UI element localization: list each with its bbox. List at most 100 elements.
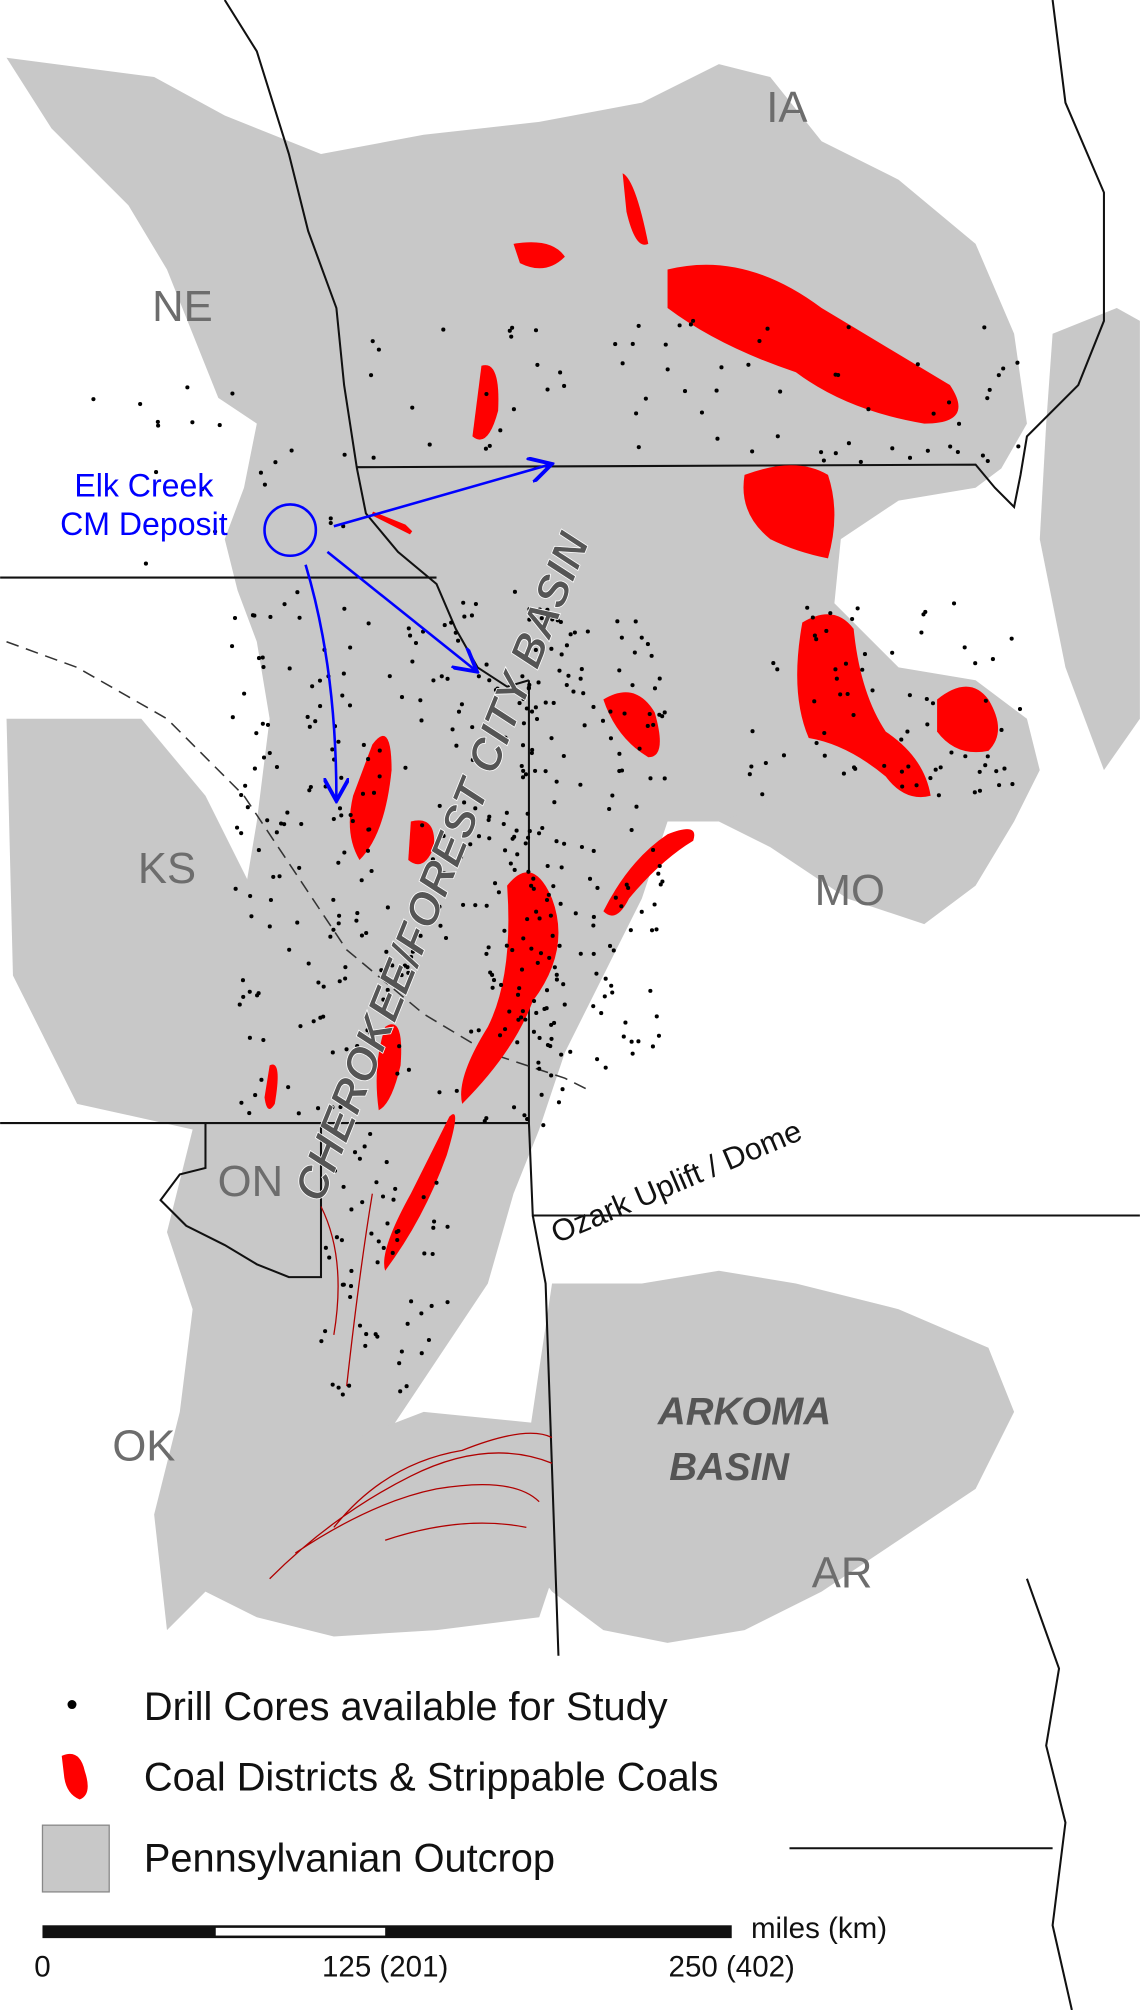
drill-core — [496, 758, 501, 763]
drill-core — [462, 800, 467, 805]
drill-core — [581, 691, 586, 696]
drill-core — [523, 772, 529, 777]
drill-core — [441, 327, 446, 332]
drill-core — [527, 829, 532, 834]
drill-core — [287, 666, 292, 671]
drill-core — [361, 742, 366, 748]
drill-core — [549, 1022, 554, 1027]
drill-core — [488, 970, 493, 975]
drill-core — [336, 739, 341, 744]
drill-core — [546, 892, 551, 897]
drill-core — [543, 700, 548, 705]
drill-core — [525, 811, 530, 816]
drill-core — [484, 951, 489, 956]
legend-outcrop — [41, 1824, 110, 1893]
drill-core — [461, 600, 466, 605]
drill-core — [654, 927, 659, 932]
drill-core — [537, 1035, 542, 1041]
drill-core — [657, 676, 662, 681]
coal-district — [603, 829, 695, 916]
drill-core — [650, 1044, 655, 1049]
drill-core — [633, 619, 638, 624]
drill-core — [419, 1311, 424, 1316]
drill-core — [543, 769, 548, 774]
drill-core — [406, 626, 411, 631]
drill-core — [336, 860, 341, 865]
drill-core — [390, 963, 395, 968]
drill-core — [526, 869, 531, 874]
drill-core — [376, 1239, 381, 1244]
drill-core — [551, 700, 556, 706]
drill-core — [595, 1057, 600, 1062]
drill-core — [973, 661, 978, 666]
drill-core — [360, 1200, 365, 1205]
drill-core — [245, 805, 250, 810]
coal-district — [384, 1114, 456, 1271]
legend: Drill Cores available for Study Coal Dis… — [41, 1685, 718, 1893]
drill-core — [523, 1017, 528, 1022]
drill-core — [328, 516, 333, 521]
drill-core — [339, 775, 344, 780]
drill-core — [476, 674, 481, 679]
drill-core — [619, 768, 625, 773]
drill-core — [233, 886, 238, 891]
drill-core — [487, 678, 492, 683]
drill-core — [636, 445, 641, 450]
drill-core — [394, 1230, 399, 1235]
drill-core — [531, 886, 536, 891]
drill-core — [955, 450, 960, 455]
drill-core — [254, 731, 259, 736]
drill-core — [534, 716, 540, 722]
drill-core — [607, 943, 613, 949]
drill-core — [559, 1052, 564, 1057]
drill-core — [154, 470, 159, 475]
scale-segment — [215, 1927, 386, 1936]
drill-core — [591, 704, 596, 710]
basin-label: ARKOMA — [657, 1391, 831, 1434]
drill-core — [259, 1077, 264, 1082]
drill-core — [587, 876, 593, 881]
drill-core — [297, 615, 302, 620]
drill-core — [851, 765, 857, 770]
drill-core — [544, 897, 550, 903]
drill-core — [533, 705, 538, 710]
drill-core — [306, 961, 311, 966]
drill-core — [936, 793, 941, 798]
drill-core — [473, 903, 478, 908]
drill-core — [348, 812, 353, 818]
drill-core — [331, 927, 336, 932]
drill-core — [393, 1186, 398, 1191]
drill-core — [608, 709, 613, 714]
drill-core — [559, 652, 564, 657]
drill-core — [255, 993, 260, 998]
drill-core — [561, 753, 566, 759]
state-label: IA — [766, 84, 808, 132]
drill-core — [524, 706, 529, 711]
drill-core — [660, 879, 665, 884]
drill-core — [341, 671, 346, 676]
drill-core — [628, 928, 633, 933]
drill-core — [491, 978, 497, 983]
drill-core — [651, 722, 656, 727]
drill-core — [715, 436, 720, 441]
drill-core — [662, 710, 667, 715]
drill-core — [404, 1384, 409, 1389]
drill-core — [757, 338, 762, 344]
drill-core — [591, 951, 596, 956]
legend-label: Drill Cores available for Study — [144, 1685, 668, 1729]
drill-core — [247, 1035, 252, 1040]
drill-core — [337, 979, 342, 984]
drill-core — [442, 871, 447, 876]
drill-core — [262, 482, 267, 487]
drill-core — [421, 1195, 426, 1200]
state-label: OK — [112, 1423, 175, 1471]
drill-core — [516, 1017, 521, 1022]
drill-core — [1016, 444, 1021, 449]
drill-core — [582, 723, 587, 728]
drill-core — [332, 1168, 338, 1173]
coal-district — [264, 1064, 278, 1109]
drill-core — [719, 365, 724, 370]
drill-core — [341, 1184, 346, 1189]
drill-core — [274, 830, 279, 835]
drill-core — [999, 727, 1004, 732]
